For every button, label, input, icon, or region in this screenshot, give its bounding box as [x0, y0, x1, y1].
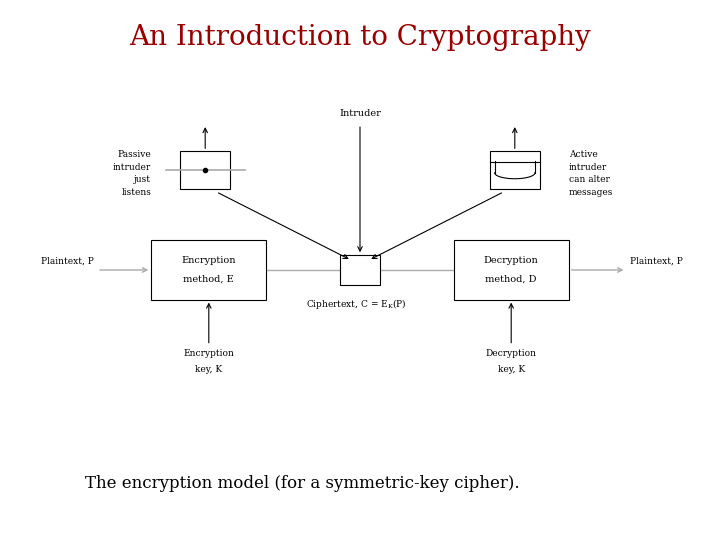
Text: Encryption: Encryption: [181, 256, 236, 265]
Text: Encryption: Encryption: [184, 349, 234, 359]
Text: Intruder: Intruder: [339, 109, 381, 118]
Text: method, D: method, D: [485, 275, 537, 284]
Bar: [490, 151, 540, 189]
Text: method, E: method, E: [184, 275, 234, 284]
Bar: [340, 255, 380, 285]
Text: messages: messages: [569, 188, 613, 197]
Text: intruder: intruder: [113, 163, 151, 172]
Text: An Introduction to Cryptography: An Introduction to Cryptography: [129, 24, 591, 51]
Text: key, K: key, K: [195, 364, 222, 374]
Text: Plaintext, P: Plaintext, P: [41, 256, 94, 266]
Text: Decryption: Decryption: [486, 349, 536, 359]
Bar: [151, 240, 266, 300]
Text: key, K: key, K: [498, 364, 525, 374]
Text: listens: listens: [122, 188, 151, 197]
Text: can alter: can alter: [569, 176, 610, 184]
Text: intruder: intruder: [569, 163, 607, 172]
Text: Ciphertext, C = $\mathregular{E_K}$(P): Ciphertext, C = $\mathregular{E_K}$(P): [306, 297, 407, 311]
Text: Active: Active: [569, 151, 598, 159]
Text: The encryption model (for a symmetric-key cipher).: The encryption model (for a symmetric-ke…: [85, 475, 520, 492]
Text: Decryption: Decryption: [484, 256, 539, 265]
Text: Passive: Passive: [117, 151, 151, 159]
Text: just: just: [134, 176, 151, 184]
Bar: [180, 151, 230, 189]
Bar: [454, 240, 569, 300]
Text: Plaintext, P: Plaintext, P: [630, 256, 683, 266]
